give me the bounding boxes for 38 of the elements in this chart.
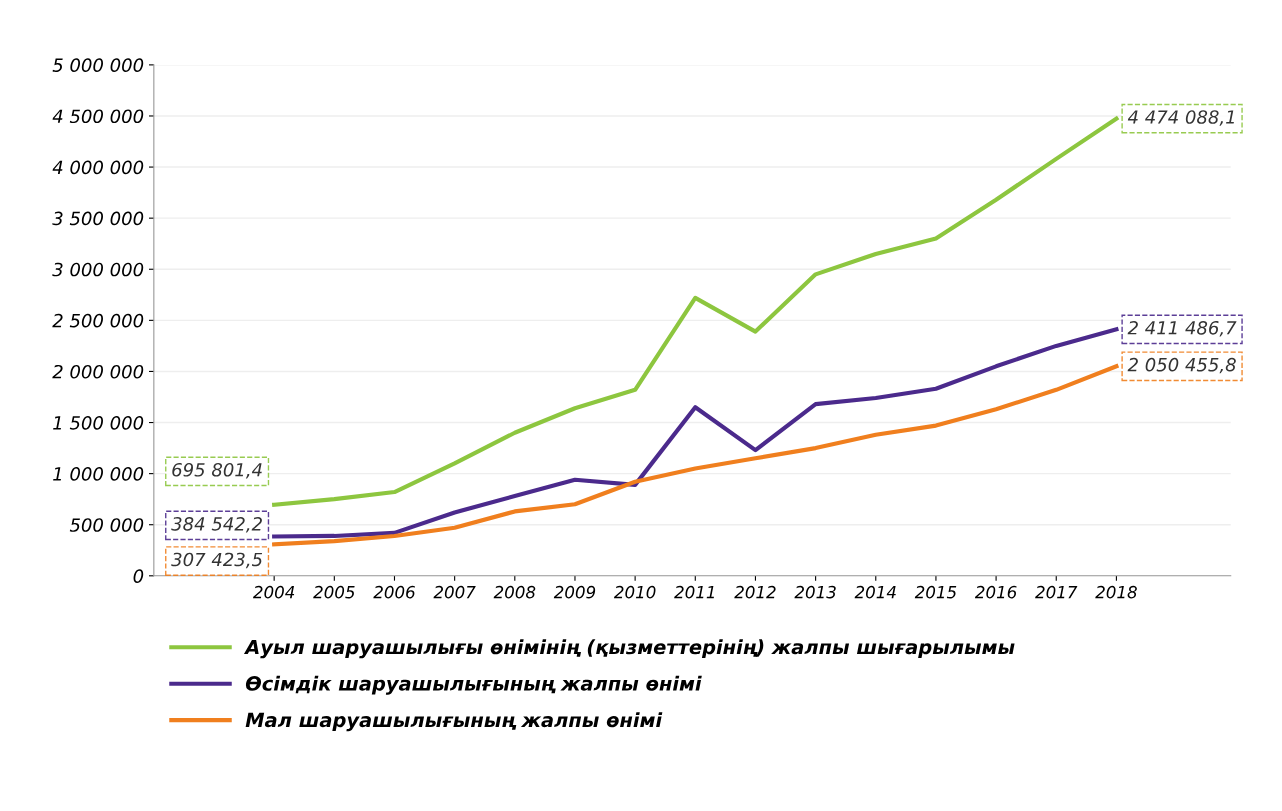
- x-tick-label: 2016: [974, 585, 1017, 599]
- data-label: 384 542,2: [171, 516, 262, 533]
- x-tick-label: 2005: [313, 585, 355, 599]
- x-tick-label: 2014: [854, 585, 896, 599]
- x-tick-label: 2013: [794, 585, 836, 599]
- x-tick-label: 2004: [253, 585, 295, 599]
- line-series: [272, 116, 1119, 507]
- x-tick-label: 2010: [613, 585, 656, 599]
- legend-label: Мал шаруашылығының жалпы өнімі: [245, 712, 663, 732]
- data-label: 695 801,4: [172, 462, 262, 479]
- y-tick-label: 4 500 000: [52, 109, 144, 124]
- y-tick-label: 500 000: [69, 518, 144, 532]
- x-tick-label: 2018: [1095, 585, 1137, 599]
- x-tick-label: 2011: [674, 585, 714, 599]
- x-tick-label: 2006: [373, 585, 415, 599]
- y-tick-label: 2 500 000: [52, 313, 144, 328]
- line-series: [272, 364, 1119, 547]
- x-tick-label: 2012: [734, 585, 776, 599]
- x-tick-label: 2008: [493, 585, 536, 599]
- data-label: 307 423,5: [171, 552, 263, 569]
- y-tick-label: 1 500 000: [53, 415, 144, 430]
- y-tick-label: 0: [133, 569, 144, 583]
- data-label: 2 050 455,8: [1127, 357, 1236, 374]
- y-tick-label: 5 000 000: [52, 58, 144, 72]
- y-tick-label: 2 000 000: [52, 364, 144, 379]
- x-tick-label: 2017: [1035, 585, 1078, 599]
- data-label: 2 411 486,7: [1127, 320, 1237, 337]
- x-tick-label: 2007: [433, 585, 476, 599]
- y-tick-label: 4 000 000: [52, 160, 144, 175]
- data-label: 4 474 088,1: [1127, 110, 1234, 126]
- x-tick-label: 2009: [553, 585, 596, 599]
- line-series: [272, 327, 1119, 539]
- y-tick-label: 3 500 000: [52, 211, 144, 226]
- legend-label: Өсімдік шаруашылығының жалпы өнімі: [245, 675, 702, 695]
- legend-label: Ауыл шаруашылығы өнімінің (қызметтерінің) жалпы шығарылымы: [243, 639, 1015, 659]
- y-tick-label: 3 000 000: [52, 262, 144, 277]
- x-tick-label: 2015: [914, 585, 957, 599]
- y-tick-label: 1 000 000: [53, 467, 144, 481]
